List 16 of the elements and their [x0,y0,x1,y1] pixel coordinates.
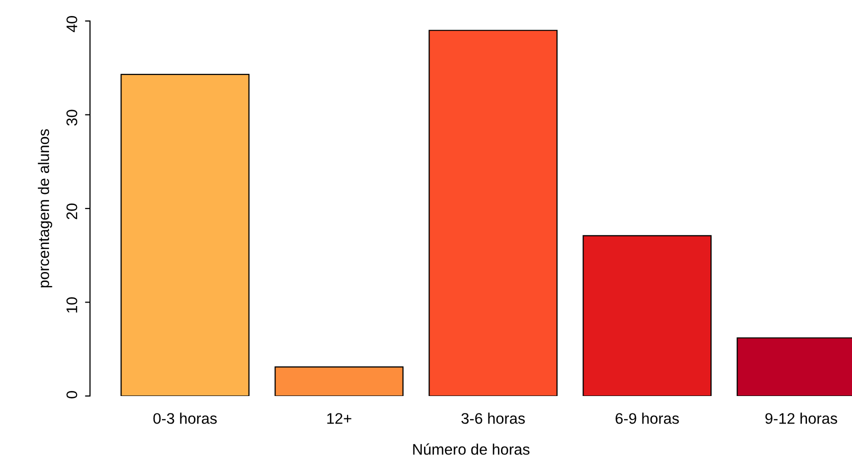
y-tick-label: 10 [66,297,78,313]
x-tick-label: 3-6 horas [461,412,525,424]
x-axis-title: Número de horas [413,443,530,455]
y-tick-label: 40 [66,16,78,32]
bar [428,30,558,396]
x-tick-label: 0-3 horas [153,412,217,424]
x-tick-label: 9-12 horas [765,412,838,424]
x-tick-label: 6-9 horas [616,412,679,424]
x-tick-label: 12+ [327,413,352,424]
y-tick-label: 0 [66,391,78,398]
bar [582,235,712,396]
y-axis-title: porcentagem de alunos [38,129,52,288]
bar [274,366,404,396]
y-tick-label: 20 [66,204,78,220]
y-tick-label: 30 [66,110,78,126]
bar [120,74,250,396]
